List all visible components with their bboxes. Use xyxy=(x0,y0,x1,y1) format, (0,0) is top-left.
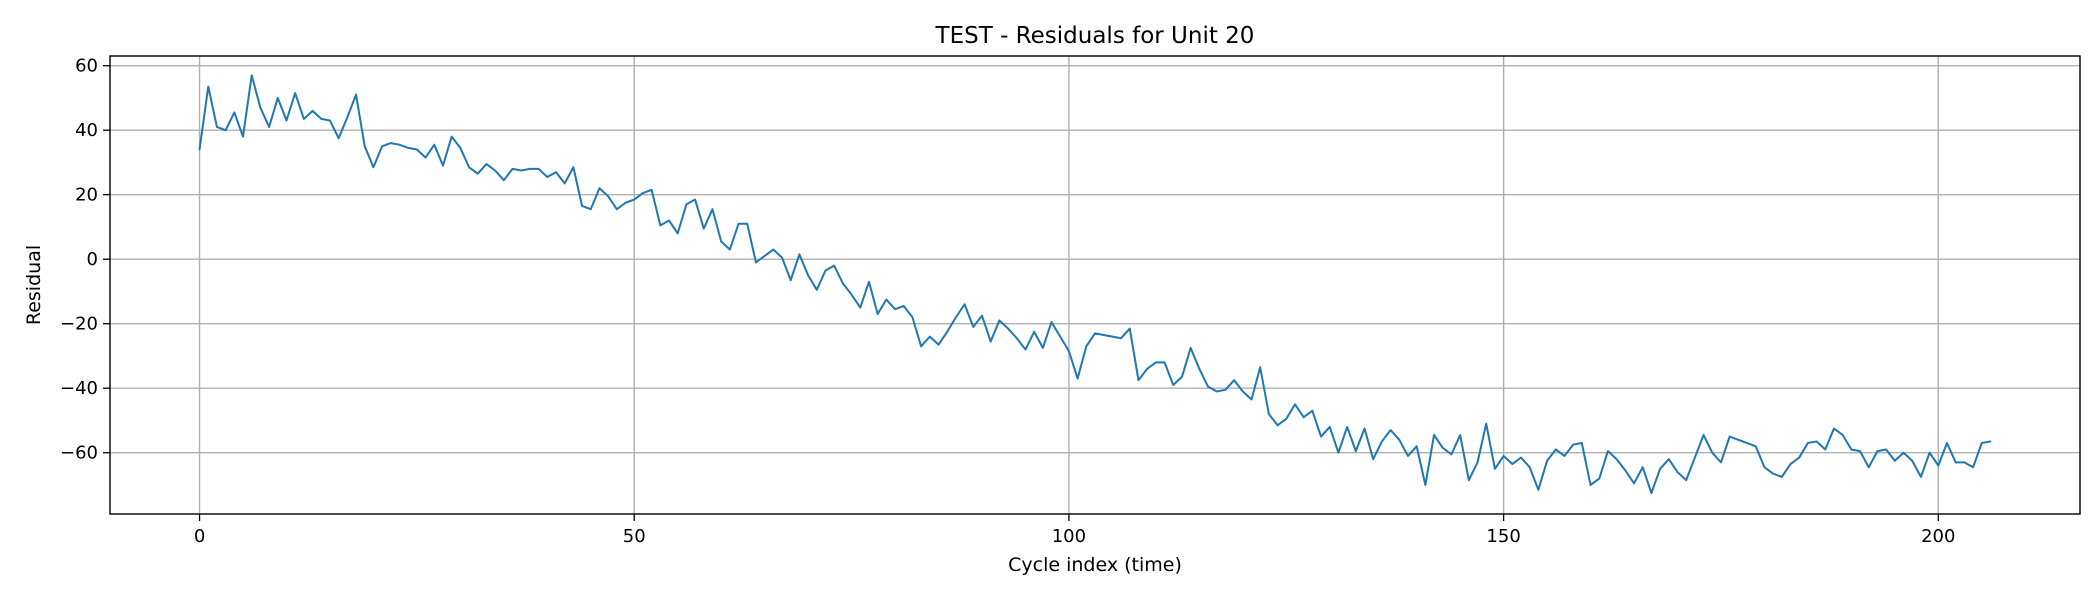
y-axis-label: Residual xyxy=(23,245,45,325)
x-axis-label: Cycle index (time) xyxy=(1008,554,1182,576)
x-tick-label: 50 xyxy=(623,526,646,547)
y-tick-label: −20 xyxy=(60,314,98,335)
y-tick-label: −40 xyxy=(60,378,98,399)
x-tick-label: 150 xyxy=(1486,526,1520,547)
y-tick-label: −60 xyxy=(60,443,98,464)
ticks: 0 50 100 150 200 −60 −40 −20 0 20 40 60 xyxy=(60,56,1955,547)
y-tick-label: 20 xyxy=(75,185,98,206)
chart-title: TEST - Residuals for Unit 20 xyxy=(935,23,1255,49)
y-tick-label: 60 xyxy=(75,56,98,77)
series-layer xyxy=(198,74,1992,495)
grid xyxy=(110,56,2080,514)
y-tick-label: 0 xyxy=(87,249,98,270)
plot-frame xyxy=(109,55,2081,515)
y-tick-label: 40 xyxy=(75,120,98,141)
residual-series-line xyxy=(198,74,1992,495)
x-tick-label: 0 xyxy=(194,526,205,547)
x-tick-label: 100 xyxy=(1052,526,1086,547)
x-tick-label: 200 xyxy=(1921,526,1955,547)
